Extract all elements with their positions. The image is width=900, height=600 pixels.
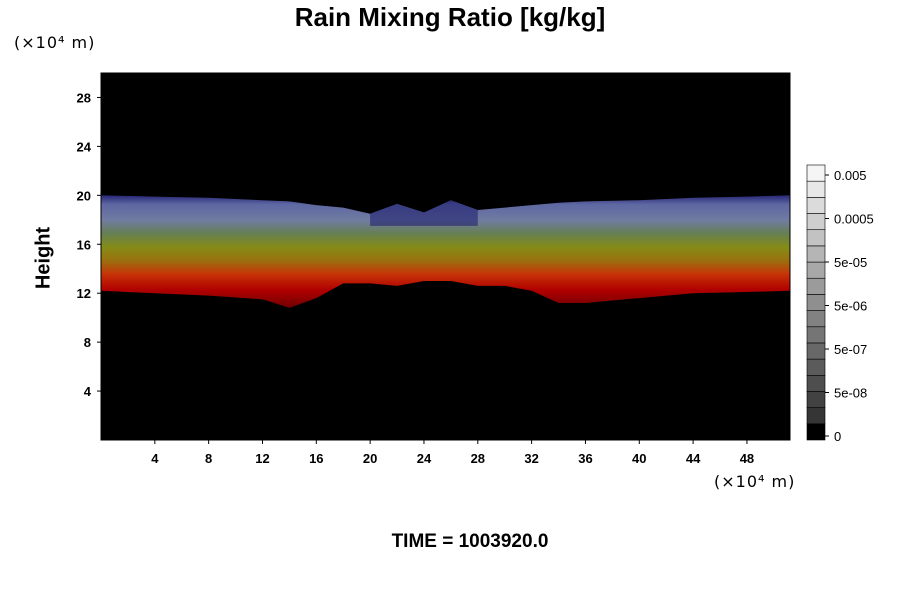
x-tick-label: 32 [524, 451, 538, 466]
x-tick-label: 48 [740, 451, 754, 466]
x-axis-multiplier: (×10⁴ m) [714, 472, 796, 491]
y-tick-label: 4 [84, 384, 92, 399]
colorbar-level [806, 342, 826, 360]
x-tick-label: 24 [417, 451, 432, 466]
colorbar-level [806, 423, 826, 441]
x-tick-label: 12 [255, 451, 269, 466]
x-tick-label: 28 [471, 451, 485, 466]
y-tick-label: 24 [77, 139, 92, 154]
colorbar-label: 5e-07 [834, 342, 867, 357]
colorbar-label: 5e-08 [834, 386, 867, 401]
colorbar-label: 0.0005 [834, 212, 874, 227]
rain-field-core [370, 200, 478, 226]
y-axis-multiplier: (×10⁴ m) [14, 33, 96, 52]
x-tick-label: 40 [632, 451, 646, 466]
colorbar-label: 0.005 [834, 168, 867, 183]
plot-frame [100, 72, 791, 441]
colorbar-label: 5e-06 [834, 299, 867, 314]
colorbar-level [806, 374, 826, 392]
y-tick-label: 8 [84, 335, 91, 350]
colorbar-level [806, 391, 826, 408]
colorbar-level [806, 310, 826, 328]
x-tick-label: 4 [151, 451, 159, 466]
chart-title: Rain Mixing Ratio [kg/kg] [294, 2, 606, 32]
rain-field-layer [101, 195, 790, 308]
colorbar-level [806, 180, 826, 198]
colorbar-level [806, 261, 826, 279]
colorbar-level [806, 358, 826, 376]
colorbar-level [806, 229, 826, 247]
x-tick-label: 36 [578, 451, 592, 466]
colorbar-level [806, 197, 826, 214]
colorbar-level [806, 213, 826, 231]
x-tick-label: 20 [363, 451, 377, 466]
y-tick-label: 16 [77, 237, 91, 252]
colorbar-label: 5e-05 [834, 255, 867, 270]
time-label: TIME = 1003920.0 [391, 531, 549, 552]
x-tick-label: 8 [205, 451, 212, 466]
colorbar-level [806, 294, 826, 311]
x-tick-label: 16 [309, 451, 323, 466]
colorbar-label: 0 [834, 429, 841, 444]
colorbar-level [806, 245, 826, 263]
y-tick-label: 28 [77, 90, 91, 105]
x-tick-label: 44 [686, 451, 701, 466]
colorbar-level [806, 164, 826, 182]
y-tick-label: 12 [77, 286, 91, 301]
colorbar-level [806, 277, 826, 295]
colorbar-level [806, 326, 826, 344]
y-tick-label: 20 [77, 188, 91, 203]
colorbar-level [806, 407, 826, 425]
